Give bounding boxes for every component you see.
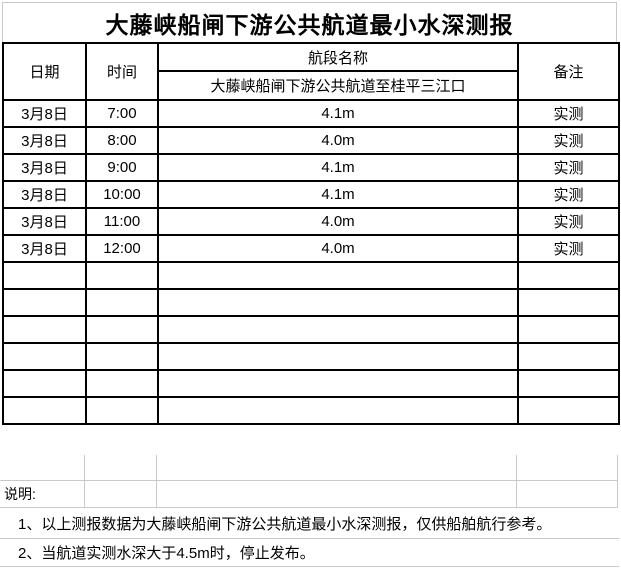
table-row-empty: [2, 288, 620, 317]
depth-cell: [157, 369, 519, 398]
report-title: 大藤峡船闸下游公共航道最小水深测报: [2, 2, 617, 42]
segment-name-header: 大藤峡船闸下游公共航道至桂平三江口: [157, 70, 519, 101]
notes-section-label: 说明:: [4, 486, 36, 502]
remark-cell: [517, 396, 620, 425]
depth-cell: 4.0m: [157, 126, 519, 155]
date-cell: [2, 288, 87, 317]
gridline-horizontal: [0, 507, 618, 508]
depth-cell: 4.1m: [157, 153, 519, 182]
gridline-vertical: [617, 455, 618, 508]
table-row: 3月8日 9:00 4.1m 实测: [2, 153, 620, 182]
gridline-vertical: [84, 455, 85, 508]
date-cell: [2, 261, 87, 290]
gridline-vertical: [156, 455, 157, 508]
date-cell: 3月8日: [2, 99, 87, 128]
date-column-header: 日期: [2, 42, 87, 101]
table-row-empty: [2, 261, 620, 290]
depth-cell: [157, 288, 519, 317]
depth-cell: [157, 315, 519, 344]
note-line-1: 1、以上测报数据为大藤峡船闸下游公共航道最小水深测报，仅供船舶航行参考。: [0, 508, 619, 539]
remark-cell: [517, 369, 620, 398]
depth-cell: [157, 261, 519, 290]
date-cell: [2, 396, 87, 425]
table-row: 3月8日 7:00 4.1m 实测: [2, 99, 620, 128]
segment-column-header: 航段名称: [157, 42, 519, 72]
table-row-empty: [2, 396, 620, 425]
remark-cell: 实测: [517, 234, 620, 263]
remark-column-header: 备注: [517, 42, 620, 101]
remark-cell: 实测: [517, 126, 620, 155]
remark-cell: 实测: [517, 153, 620, 182]
time-cell: [85, 369, 159, 398]
time-cell: 10:00: [85, 180, 159, 209]
remark-cell: 实测: [517, 99, 620, 128]
remark-cell: 实测: [517, 180, 620, 209]
header-row-2: 大藤峡船闸下游公共航道至桂平三江口: [3, 70, 619, 101]
table-row: 3月8日 8:00 4.0m 实测: [2, 126, 620, 155]
time-cell: [85, 342, 159, 371]
time-cell: 11:00: [85, 207, 159, 236]
time-cell: 12:00: [85, 234, 159, 263]
date-cell: 3月8日: [2, 207, 87, 236]
note-line-2: 2、当航道实测水深大于4.5m时，停止发布。: [0, 539, 619, 567]
time-cell: 8:00: [85, 126, 159, 155]
remark-cell: [517, 288, 620, 317]
time-cell: 7:00: [85, 99, 159, 128]
date-cell: 3月8日: [2, 234, 87, 263]
time-cell: [85, 261, 159, 290]
gridline-horizontal: [0, 480, 618, 481]
date-cell: [2, 369, 87, 398]
remark-cell: [517, 315, 620, 344]
date-cell: [2, 315, 87, 344]
depth-cell: 4.0m: [157, 234, 519, 263]
time-column-header: 时间: [85, 42, 159, 101]
table-row: 3月8日 11:00 4.0m 实测: [2, 207, 620, 236]
table-row: 3月8日 12:00 4.0m 实测: [2, 234, 620, 263]
depth-cell: 4.0m: [157, 207, 519, 236]
time-cell: [85, 396, 159, 425]
depth-cell: 4.1m: [157, 99, 519, 128]
depth-cell: [157, 396, 519, 425]
date-cell: 3月8日: [2, 126, 87, 155]
time-cell: 9:00: [85, 153, 159, 182]
table-row-empty: [2, 369, 620, 398]
table-row-empty: [2, 315, 620, 344]
depth-cell: [157, 342, 519, 371]
table-row-empty: [2, 342, 620, 371]
depth-cell: 4.1m: [157, 180, 519, 209]
depth-report-table: 日期 时间 航段名称 备注 大藤峡船闸下游公共航道至桂平三江口 3月8日 7:0…: [2, 42, 620, 425]
remark-cell: 实测: [517, 207, 620, 236]
header-row-1: 日期 时间 航段名称 备注: [2, 42, 620, 101]
remark-cell: [517, 261, 620, 290]
time-cell: [85, 288, 159, 317]
date-cell: 3月8日: [2, 180, 87, 209]
gridline-vertical: [516, 455, 517, 508]
table-row: 3月8日 10:00 4.1m 实测: [2, 180, 620, 209]
time-cell: [85, 315, 159, 344]
date-cell: 3月8日: [2, 153, 87, 182]
remark-cell: [517, 342, 620, 371]
date-cell: [2, 342, 87, 371]
